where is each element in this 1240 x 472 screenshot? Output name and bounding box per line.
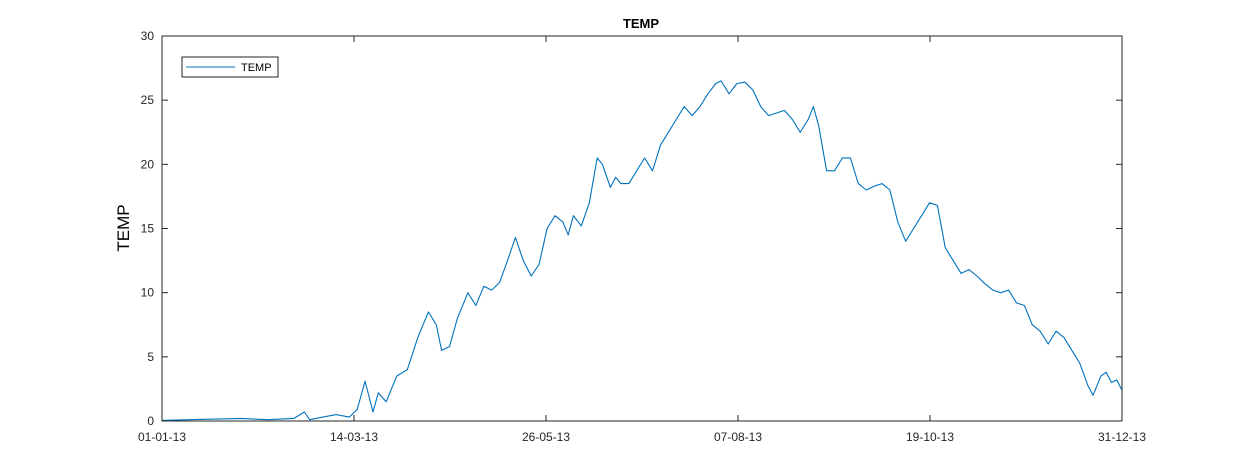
y-tick-label: 0 [147, 414, 154, 428]
legend-entry-temp: TEMP [241, 62, 272, 74]
x-tick-label: 19-10-13 [906, 430, 954, 444]
legend: TEMP [181, 56, 279, 78]
y-tick-label: 10 [141, 286, 155, 300]
x-tick-label: 26-05-13 [522, 430, 570, 444]
x-tick-label: 01-01-13 [138, 430, 186, 444]
y-tick-label: 30 [141, 29, 155, 43]
x-tick-label: 07-08-13 [714, 430, 762, 444]
chart-title: TEMP [623, 16, 659, 31]
x-tick-label: 31-12-13 [1098, 430, 1146, 444]
series-line-temp [161, 80, 1123, 421]
y-tick-label: 5 [147, 350, 154, 364]
y-tick-label: 25 [141, 93, 155, 107]
y-tick-label: 15 [141, 222, 155, 236]
x-tick-label: 14-03-13 [330, 430, 378, 444]
y-axis-label: TEMP [114, 204, 133, 251]
axes: 0 5 10 15 20 25 30 01-01-13 14-03-13 26-05-13 07-0… [138, 29, 1146, 444]
y-tick-label: 20 [141, 157, 155, 171]
plot-area [161, 80, 1123, 421]
